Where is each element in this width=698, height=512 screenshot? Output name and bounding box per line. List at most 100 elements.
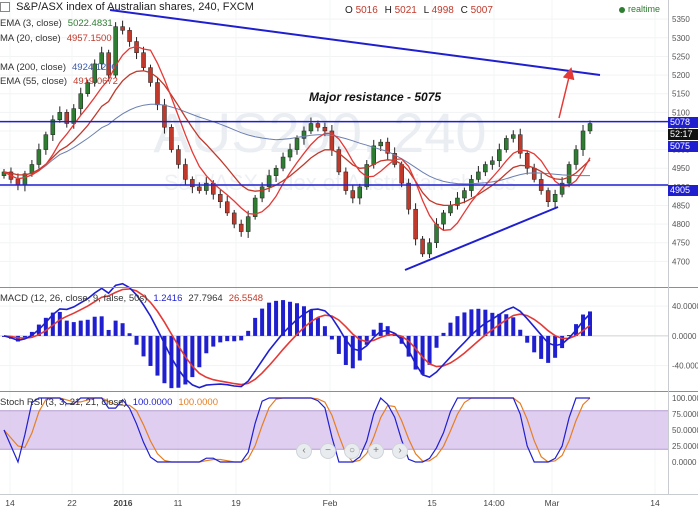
time-tick-label: Feb <box>323 498 338 508</box>
candle-body <box>141 52 146 68</box>
time-tick-label: 15 <box>427 498 437 508</box>
candle-body <box>552 194 558 203</box>
macd-histogram-bar <box>455 316 460 336</box>
candle-body <box>273 167 279 176</box>
candle-body <box>531 167 537 180</box>
stoch-tick-label: 75.0000 <box>672 410 698 419</box>
candle-body <box>43 134 49 150</box>
macd-histogram-bar <box>315 317 320 336</box>
macd-histogram-bar <box>546 335 551 363</box>
legend-ema55[interactable]: EMA (55, close) 4919.0672 <box>0 76 118 87</box>
stoch-tick-label: 25.0000 <box>672 442 698 451</box>
macd-histogram-bar <box>225 335 230 342</box>
candle-body <box>287 149 293 158</box>
price-tick-label: 5200 <box>672 71 690 80</box>
macd-histogram-bar <box>134 335 139 345</box>
candle-body <box>224 201 230 214</box>
stoch-plot <box>0 396 668 464</box>
macd-histogram-bar <box>462 312 467 336</box>
candle-body <box>406 182 411 210</box>
candle-body <box>183 164 188 180</box>
macd-histogram-bar <box>85 319 90 336</box>
candle-body <box>204 182 209 191</box>
candle-body <box>120 26 125 31</box>
scroll-left-button[interactable]: ‹ <box>296 443 312 459</box>
macd-histogram-bar <box>57 311 62 336</box>
macd-histogram-bar <box>141 335 146 357</box>
macd-histogram-bar <box>539 335 544 359</box>
candle-body <box>127 30 132 42</box>
macd-histogram-bar <box>190 335 195 378</box>
macd-histogram-bar <box>581 314 586 336</box>
time-tick-label: 2016 <box>114 498 133 508</box>
macd-histogram-bar <box>274 300 279 336</box>
candle-body <box>294 138 300 150</box>
legend-ma200[interactable]: MA (200, close) 4924.1200 <box>0 62 117 73</box>
candle-body <box>524 153 530 169</box>
annotation-resistance: Major resistance - 5075 <box>309 90 441 104</box>
candles <box>1 20 593 259</box>
legend-macd[interactable]: MACD (12, 26, close, 9, false, 50s) 1.241… <box>0 293 264 304</box>
price-tick-label: 4700 <box>672 257 690 266</box>
candle-body <box>434 223 439 243</box>
candle-body <box>238 223 244 232</box>
candle-body <box>301 130 307 139</box>
candle-body <box>169 126 174 150</box>
legend-stoch-rsi[interactable]: Stoch RSI (3, 3, 21, 21, close) 100.0000 1… <box>0 397 218 408</box>
candle-body <box>85 82 90 94</box>
macd-histogram-bar <box>148 335 153 366</box>
candle-body <box>36 149 42 165</box>
time-tick-label: 11 <box>174 498 183 508</box>
macd-tick-label: 0.0000 <box>672 332 697 341</box>
candle-body <box>357 186 363 199</box>
candle-body <box>545 190 551 203</box>
candle-body <box>190 179 195 188</box>
macd-histogram-bar <box>448 322 453 336</box>
macd-histogram-bar <box>120 323 125 336</box>
candle-body <box>78 93 83 109</box>
macd-histogram-bar <box>504 314 509 336</box>
candle-body <box>259 186 265 199</box>
time-tick-label: 14 <box>650 498 660 508</box>
legend-ma20[interactable]: MA (20, close) 4957.1500 <box>0 33 112 44</box>
realtime-dot-icon <box>618 6 625 13</box>
candle-body <box>22 173 28 186</box>
macd-histogram-bar <box>490 312 495 336</box>
time-tick-label: 14 <box>5 498 15 508</box>
time-tick-label: 19 <box>231 498 241 508</box>
macd-histogram-bar <box>567 335 572 337</box>
macd-histogram-bar <box>469 309 474 336</box>
candle-body <box>197 186 202 191</box>
candle-body <box>559 182 565 195</box>
macd-histogram-bar <box>288 301 293 336</box>
ohlc-readout: O 5016 H 5021 L 4998 C 5007 <box>345 5 493 16</box>
macd-histogram-bar <box>329 335 334 340</box>
macd-histogram-bar <box>511 317 516 336</box>
candle-body <box>371 145 376 165</box>
macd-histogram-bar <box>588 311 592 336</box>
macd-histogram-bar <box>267 302 272 336</box>
drawings[interactable] <box>0 9 668 271</box>
symbol-icon[interactable] <box>0 2 10 13</box>
legend-ema3[interactable]: EMA (3, close) 5022.4831 <box>0 18 113 29</box>
candle-body <box>504 138 509 150</box>
candle-body <box>280 156 286 169</box>
macd-tick-label: 40.0000 <box>672 302 698 311</box>
price-badge-support: 4905 <box>668 185 698 196</box>
ascending-trendline <box>404 206 559 271</box>
macd-histogram-bar <box>155 335 160 376</box>
price-tick-label: 4850 <box>672 201 690 210</box>
zoom-in-button[interactable]: + <box>368 443 384 459</box>
price-tick-label: 4750 <box>672 239 690 248</box>
reset-button[interactable]: ○ <box>344 443 360 459</box>
stoch-k-line <box>3 396 590 464</box>
scroll-right-button[interactable]: › <box>392 443 408 459</box>
macd-histogram-bar <box>322 326 327 336</box>
macd-histogram-bar <box>113 320 118 336</box>
candle-body <box>57 112 63 121</box>
macd-histogram-bar <box>232 335 237 342</box>
zoom-out-button[interactable]: − <box>320 443 336 459</box>
candle-body <box>92 63 97 83</box>
stoch-tick-label: 50.0000 <box>672 426 698 435</box>
